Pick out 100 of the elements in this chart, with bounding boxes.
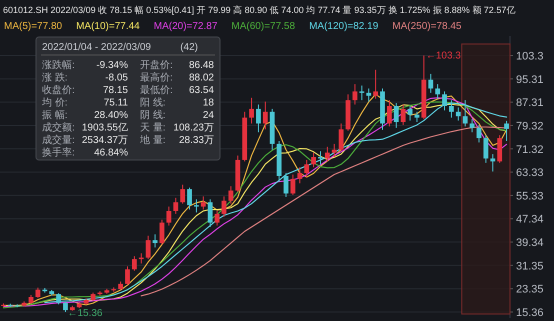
candlestick bbox=[373, 69, 378, 100]
candlestick bbox=[297, 166, 302, 184]
candlestick bbox=[146, 235, 151, 260]
candlestick bbox=[208, 198, 213, 228]
annotation: ←15.36 bbox=[67, 308, 103, 319]
candlestick bbox=[187, 187, 192, 210]
text: MA(10)=77.44 bbox=[76, 21, 140, 32]
annotation: 1903.55亿 bbox=[82, 122, 128, 134]
candlestick bbox=[324, 146, 330, 162]
candlestick bbox=[311, 152, 316, 168]
candlestick bbox=[194, 198, 199, 213]
candlestick bbox=[435, 84, 440, 100]
annotation: 63.54 bbox=[188, 85, 214, 96]
annotation: 88.02 bbox=[188, 72, 214, 84]
y-tick-label: 103.3 bbox=[516, 50, 544, 63]
annotation: -9.34% bbox=[96, 60, 128, 71]
annotation: 最高价: bbox=[140, 72, 173, 84]
annotation: 最低价: bbox=[140, 84, 173, 96]
y-tick-label: 79.32 bbox=[516, 120, 544, 132]
annotation: 46.84% bbox=[94, 148, 128, 158]
y-tick-label: 31.35 bbox=[516, 260, 544, 272]
candlestick bbox=[304, 159, 310, 178]
y-tick-label: 39.34 bbox=[516, 237, 544, 250]
candlestick bbox=[284, 172, 288, 198]
annotation: 振 幅: bbox=[42, 109, 68, 121]
candlestick bbox=[214, 210, 220, 226]
text: MA(250)=78.45 bbox=[392, 21, 462, 32]
candlestick bbox=[470, 118, 475, 133]
candlestick bbox=[504, 120, 509, 142]
candlestick bbox=[428, 73, 434, 94]
candlestick bbox=[125, 266, 130, 286]
y-tick-label: 23.35 bbox=[516, 284, 544, 296]
text: MA(60)=77.58 bbox=[231, 21, 296, 32]
annotation: 收盘价: bbox=[42, 84, 75, 96]
text: MA(120)=82.19 bbox=[309, 21, 379, 32]
candlestick bbox=[490, 154, 496, 172]
candlestick bbox=[318, 150, 323, 165]
candlestick bbox=[449, 100, 454, 118]
candlestick bbox=[483, 134, 488, 164]
candlestick bbox=[222, 196, 226, 218]
annotation: 2022/01/04 - 2022/03/09 bbox=[42, 42, 152, 53]
annotation: 换手率: bbox=[42, 146, 75, 158]
candlestick bbox=[338, 122, 344, 152]
annotation: 阳 线: bbox=[140, 96, 166, 108]
candlestick bbox=[442, 90, 447, 111]
candlestick bbox=[332, 143, 337, 158]
candlestick bbox=[152, 234, 158, 248]
candlestick bbox=[262, 101, 268, 130]
candlestick bbox=[180, 184, 186, 204]
candlestick bbox=[366, 88, 372, 102]
candlestick bbox=[394, 102, 399, 128]
candlestick bbox=[400, 104, 406, 126]
annotation: 成交额: bbox=[42, 122, 75, 134]
candlestick bbox=[228, 186, 234, 204]
y-tick-label: 71.32 bbox=[516, 144, 544, 156]
candlestick bbox=[200, 196, 206, 210]
chart-title: 601012.SH 2022/03/09 收 78.15 幅 0.53%[0.41] 开 79.99 高 80.90 低 74.00 均 77.74 量 93.35万 换 1.725% 振 8.88% 额 72.57亿 bbox=[3, 5, 516, 15]
candlestick bbox=[462, 100, 468, 127]
candlestick bbox=[359, 85, 364, 101]
annotation: 28.40% bbox=[94, 110, 128, 121]
candlestick bbox=[497, 134, 502, 164]
candlestick bbox=[160, 219, 164, 246]
candlestick bbox=[173, 197, 178, 214]
annotation: ←103.3 bbox=[426, 50, 462, 62]
candlestick bbox=[132, 256, 137, 272]
annotation: 18 bbox=[202, 98, 214, 108]
y-tick-label: 95.31 bbox=[516, 74, 544, 86]
annotation: 108.23万 bbox=[173, 122, 214, 134]
y-tick-label: 47.34 bbox=[516, 214, 544, 226]
annotation: 24 bbox=[202, 110, 214, 121]
annotation: 2534.37万 bbox=[82, 135, 128, 146]
candlestick bbox=[56, 292, 61, 305]
annotation: 涨 跌: bbox=[42, 72, 68, 84]
y-tick-label: 15.36 bbox=[516, 306, 544, 319]
candlestick bbox=[256, 104, 261, 133]
annotation: -8.05 bbox=[105, 72, 128, 84]
candlestick bbox=[414, 111, 420, 123]
annotation: 开盘价: bbox=[140, 59, 173, 71]
annotation: (42) bbox=[180, 42, 198, 53]
annotation: 成交量: bbox=[42, 134, 75, 146]
annotation: 75.11 bbox=[104, 98, 128, 108]
annotation: 天 量: bbox=[140, 122, 166, 134]
annotation: 地 量: bbox=[139, 134, 166, 146]
candlestick bbox=[166, 206, 172, 226]
candlestick bbox=[249, 97, 254, 124]
annotation: 86.48 bbox=[188, 60, 214, 71]
text: MA(5)=77.80 bbox=[4, 21, 63, 32]
annotation: 均 价: bbox=[41, 96, 68, 108]
candlestick bbox=[476, 124, 482, 143]
text: MA(20)=72.87 bbox=[154, 21, 218, 32]
candlestick bbox=[35, 287, 40, 298]
annotation: 阴 线: bbox=[140, 109, 166, 121]
annotation: 涨跌幅: bbox=[42, 59, 75, 71]
y-tick-label: 55.33 bbox=[516, 190, 544, 202]
candlestick bbox=[290, 174, 296, 196]
candlestick bbox=[352, 84, 358, 106]
candlestick bbox=[138, 252, 144, 264]
candlestick bbox=[408, 105, 412, 122]
y-tick-label: 63.33 bbox=[516, 167, 544, 180]
candlestick bbox=[63, 301, 68, 312]
